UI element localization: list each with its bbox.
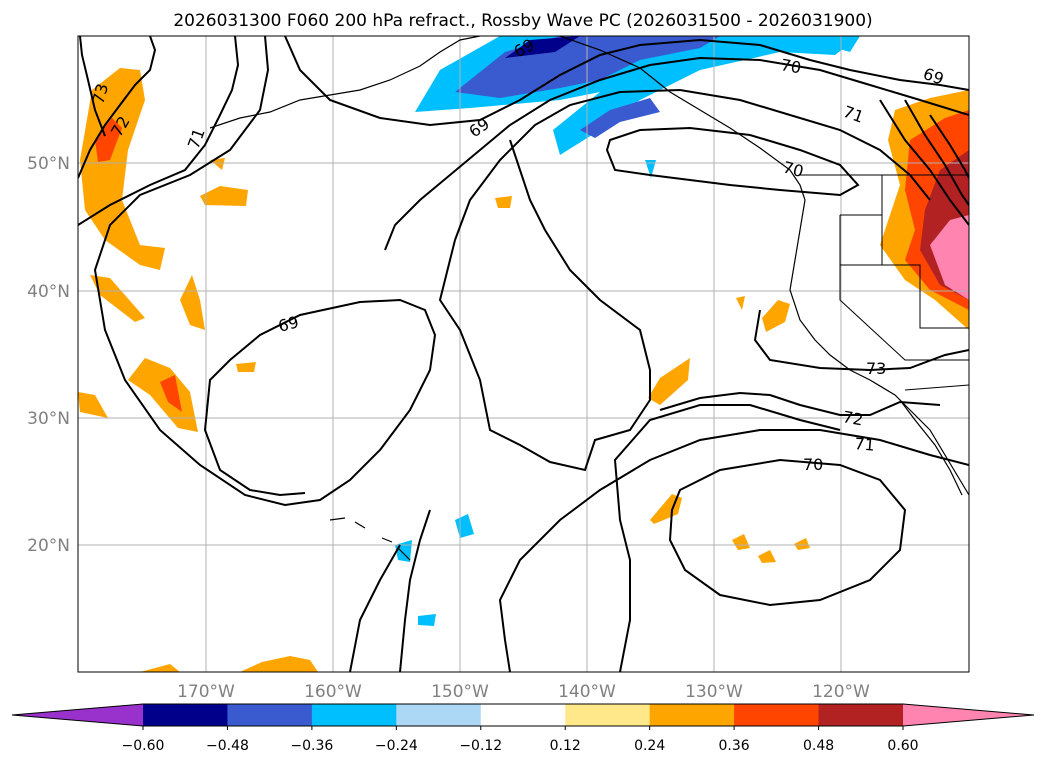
lat-label-50n: 50°N	[27, 154, 70, 174]
contour-70-closed-low	[668, 458, 907, 607]
graticule	[78, 36, 969, 672]
lat-label-20n: 20°N	[27, 536, 70, 556]
contour-label: 70	[803, 455, 823, 474]
contour-label: 73	[89, 81, 113, 106]
contour-label: 72	[841, 407, 864, 429]
colorbar-segment	[311, 704, 397, 726]
colorbar-extend-high	[903, 704, 1034, 726]
lon-label-120w: 120°W	[812, 682, 870, 702]
colorbar-tick-label: 0.24	[634, 738, 665, 754]
negative-shading-core	[505, 36, 580, 58]
refractivity-contours	[78, 36, 969, 672]
positive-shading-small-11	[758, 550, 776, 563]
positive-shading-small-6	[762, 300, 790, 332]
colorbar-tick-label: 0.48	[803, 738, 834, 754]
positive-shading-west-2	[180, 275, 205, 330]
colorbar-tick-label: −0.12	[459, 738, 502, 754]
colorbar-segment	[565, 704, 651, 726]
contour-label: 71	[854, 434, 876, 455]
positive-shading-small-3	[495, 196, 512, 208]
colorbar-tick-label: −0.36	[290, 738, 333, 754]
positive-shading-west-3-core	[160, 375, 182, 412]
map-background	[78, 36, 969, 672]
contour-71-northwest	[78, 36, 240, 226]
colorbar: −0.60 −0.48 −0.36 −0.24 −0.12 0.12 0.24 0.36 0.4…	[11, 703, 1035, 754]
colorbar-segment	[818, 704, 904, 726]
lat-label-30n: 30°N	[27, 409, 70, 429]
positive-shading-small-13	[736, 296, 745, 310]
contour-70-west	[93, 36, 437, 507]
contour-70-mid-1	[384, 56, 969, 251]
contour-label: 69	[276, 312, 301, 336]
positive-shading-small-10	[732, 534, 750, 550]
contour-label: 70	[781, 158, 806, 182]
positive-shading-northwest-core	[95, 118, 122, 162]
state-borders	[839, 175, 969, 361]
baja-coastline	[899, 399, 963, 496]
contour-73-east	[753, 309, 969, 372]
lat-label-40n: 40°N	[27, 282, 70, 302]
contour-69-pacific	[284, 36, 969, 127]
colorbar-segment	[734, 704, 820, 726]
colorbar-tick-label: 0.60	[887, 738, 918, 754]
map-panel: 73 72 71 69 69 69 69 70 71 70 73 72 71 7…	[77, 35, 970, 673]
contour-72-east	[659, 391, 941, 416]
positive-shading-west-4	[78, 392, 108, 418]
colorbar-tick-label: −0.48	[206, 738, 249, 754]
positive-shading-northwest	[80, 68, 165, 270]
positive-shading-west-1	[90, 275, 145, 322]
colorbar-segment	[480, 704, 566, 726]
contour-southwest-1	[399, 509, 431, 672]
contour-70-mid-2	[454, 88, 931, 241]
map-frame	[77, 35, 970, 673]
negative-shading-mid-2	[580, 98, 660, 138]
colorbar-tick-label: 0.12	[550, 738, 581, 754]
positive-shading-small-7	[236, 362, 256, 372]
colorbar-tick-label: −0.60	[122, 738, 165, 754]
colorbar-extend-low	[12, 704, 143, 726]
colorbar-segment	[649, 704, 735, 726]
us-mexico-border	[904, 384, 969, 391]
contour-label: 70	[779, 55, 802, 77]
contour-71-mid	[498, 429, 969, 672]
colorbar-tick-label: 0.36	[719, 738, 750, 754]
colorbar-segment	[396, 704, 482, 726]
negative-shading-small-5	[832, 36, 860, 52]
contour-73-northwest	[79, 36, 106, 137]
longitude-labels: 170°W 160°W 150°W 140°W 130°W 120°W	[177, 682, 870, 702]
hawaii-islands	[329, 517, 411, 561]
lon-label-140w: 140°W	[558, 682, 616, 702]
colorbar-tick-label: −0.24	[375, 738, 418, 754]
contour-northeast-tight-3	[929, 114, 969, 179]
positive-shading-east-pink	[930, 215, 969, 300]
contour-northeast-tight-2	[904, 99, 969, 206]
positive-shading-small-1	[200, 186, 248, 206]
positive-shading-small-8	[140, 664, 180, 672]
positive-shading-small-4	[648, 358, 690, 405]
negative-shading-small-4	[418, 614, 436, 626]
colorbar-segment	[143, 704, 228, 726]
contour-69-central	[438, 139, 651, 472]
lon-label-160w: 160°W	[304, 682, 362, 702]
shaded-anomalies	[78, 36, 969, 672]
figure-title: 2026031300 F060 200 hPa refract., Rossby…	[173, 11, 872, 31]
positive-shading-small-9	[240, 656, 318, 672]
alaska-coastline	[209, 36, 806, 201]
contour-72-northwest	[78, 36, 157, 179]
contour-label: 73	[866, 359, 886, 378]
positive-shading-small-12	[794, 538, 810, 550]
contour-southwest-2	[349, 544, 401, 672]
lon-label-130w: 130°W	[685, 682, 743, 702]
contour-69-east	[605, 126, 860, 197]
latitude-labels: 20°N 30°N 40°N 50°N	[27, 154, 70, 556]
colorbar-segment	[227, 704, 313, 726]
contour-70-subtropical	[613, 404, 841, 672]
positive-shading-west-3	[128, 358, 198, 432]
contour-northeast-tight-1	[879, 99, 969, 226]
lon-label-170w: 170°W	[177, 682, 235, 702]
negative-shading-small-1	[645, 160, 656, 178]
positive-shading-small-5	[650, 494, 682, 524]
lon-label-150w: 150°W	[431, 682, 489, 702]
